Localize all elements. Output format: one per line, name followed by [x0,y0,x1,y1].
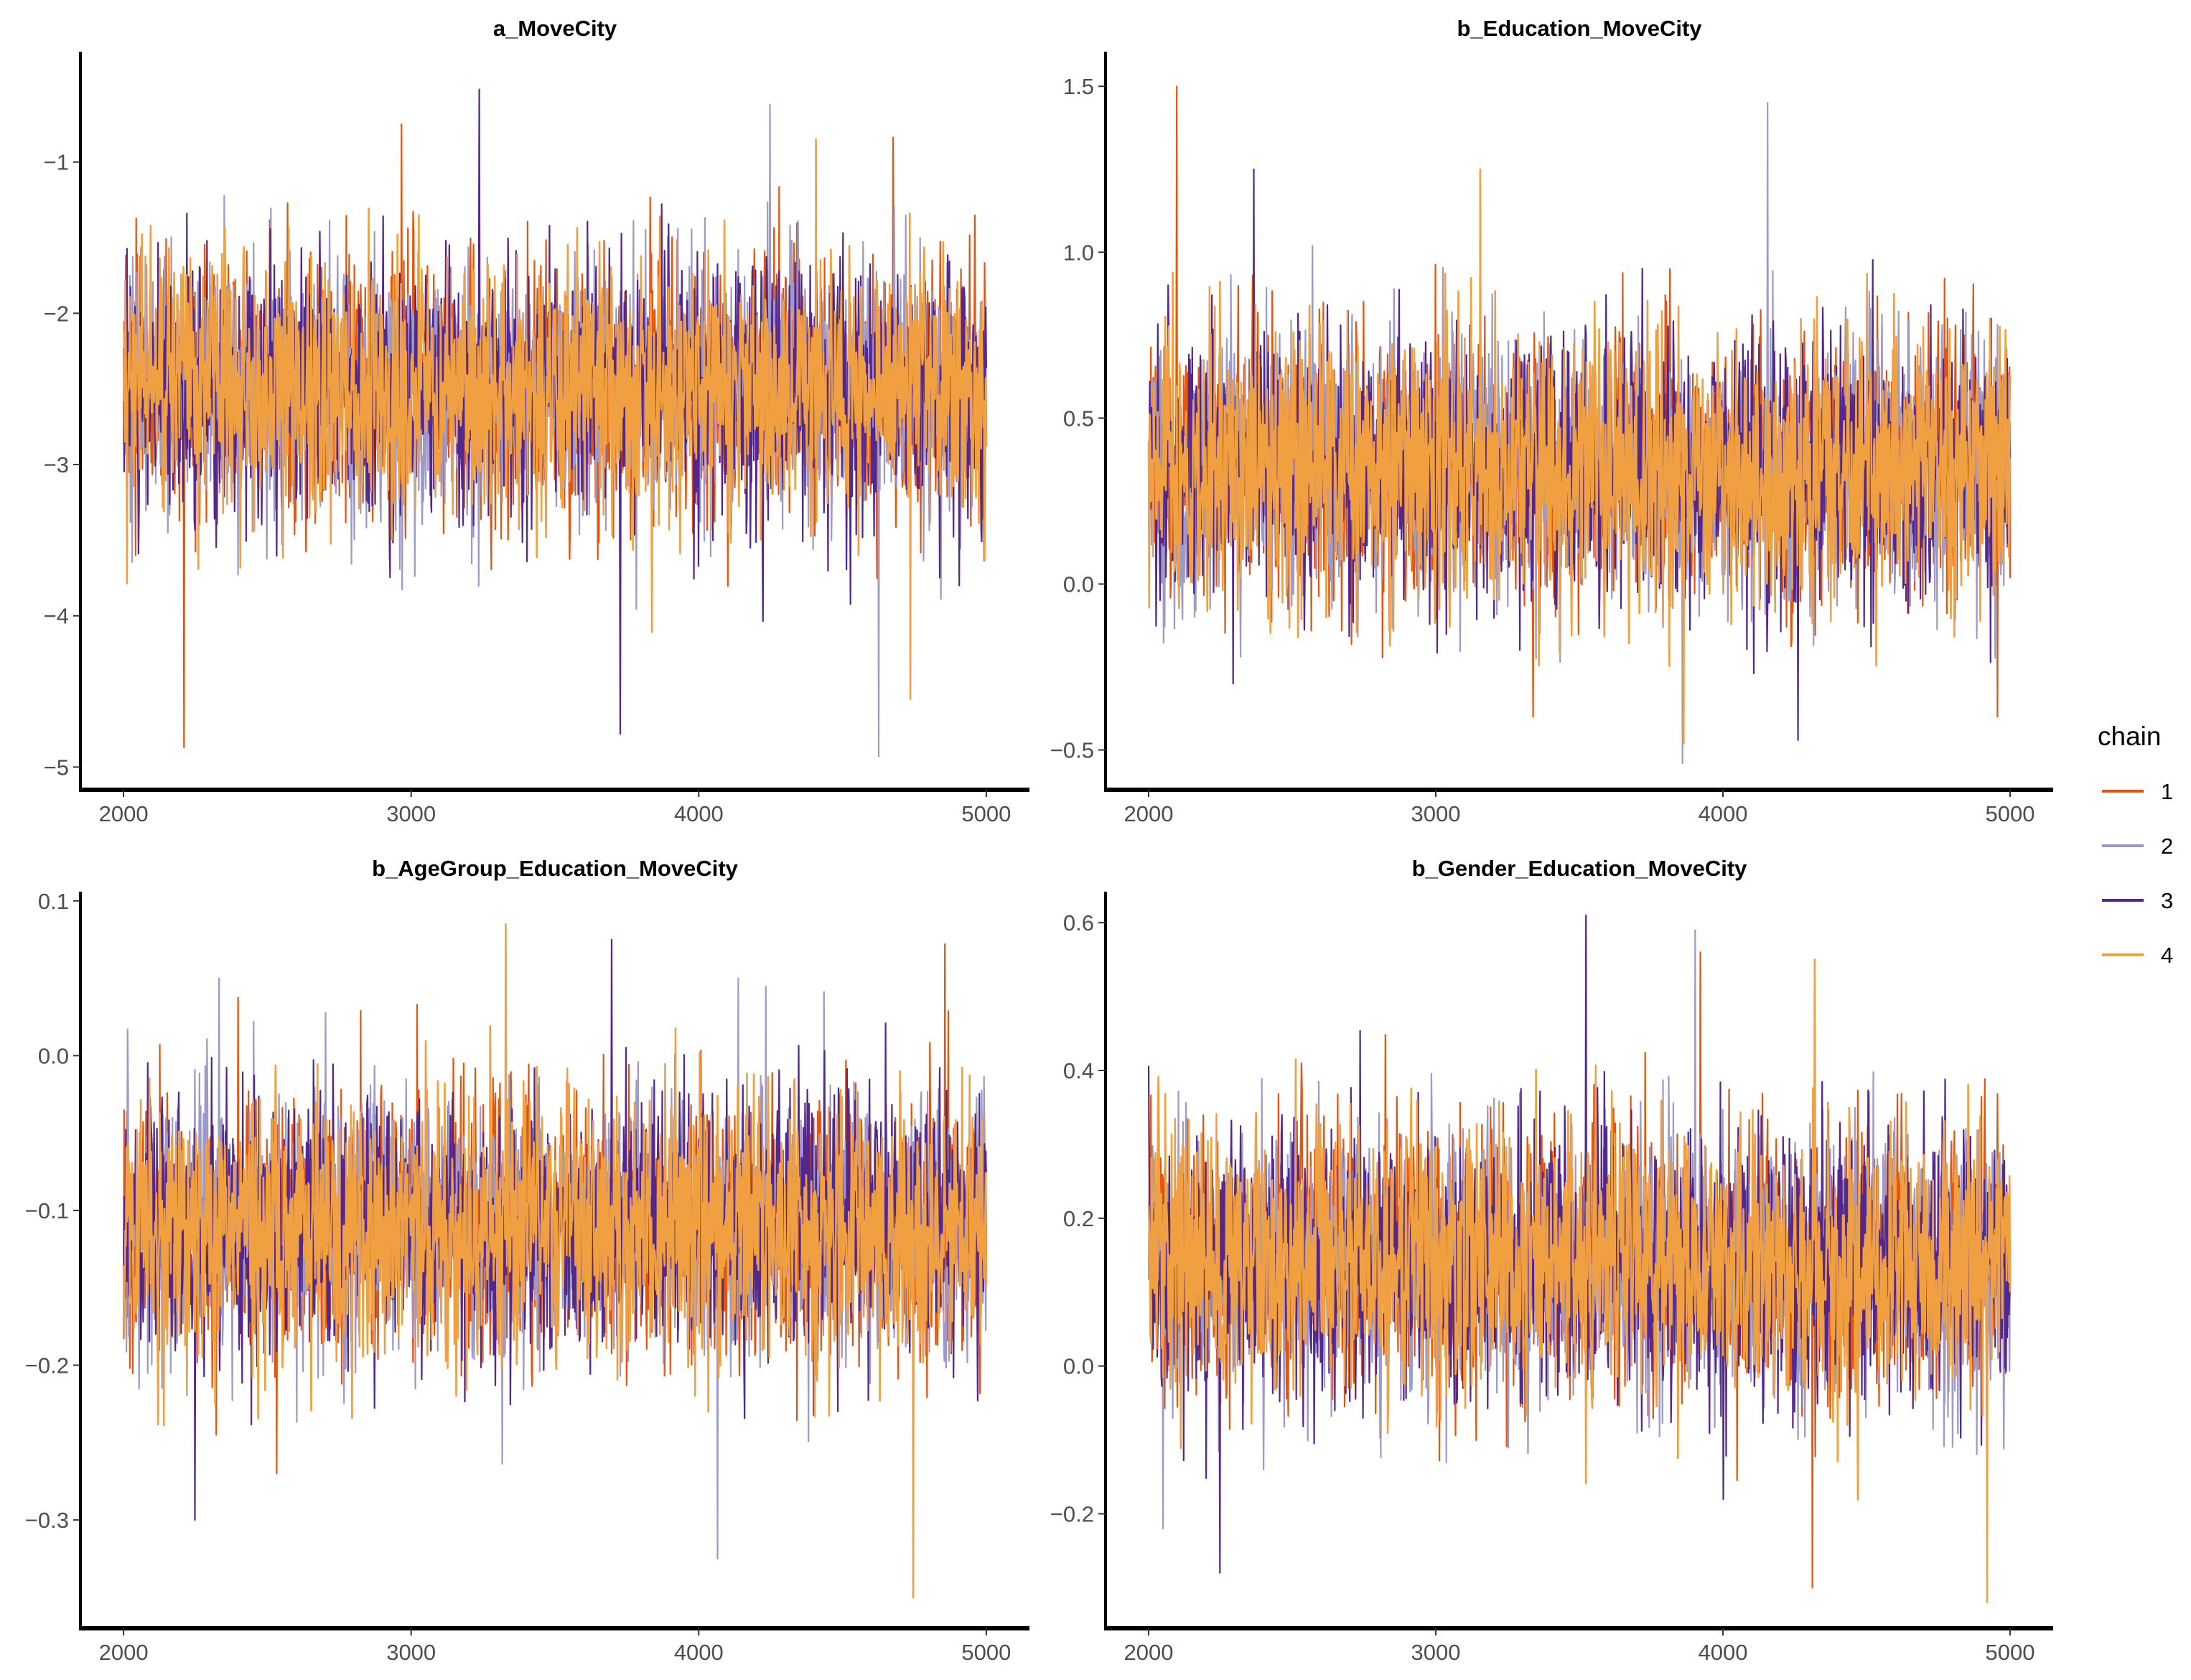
y-tick-label: −0.1 [25,1198,69,1223]
trace-chain-4 [122,138,988,700]
x-tick-label: 2000 [1124,1640,1174,1665]
legend-title: chain [2098,722,2161,751]
y-tick-label: −0.3 [25,1508,69,1533]
x-tick-label: 2000 [99,1640,149,1665]
x-tick-label: 5000 [961,1640,1011,1665]
legend-label: 4 [2161,943,2173,968]
x-tick-label: 2000 [99,801,149,826]
x-tick-label: 3000 [386,801,436,826]
panel-title: b_Education_MoveCity [1457,16,1702,41]
x-tick-label: 3000 [1411,1640,1461,1665]
y-tick-label: −0.5 [1050,738,1094,763]
y-tick-label: 0.0 [38,1043,69,1068]
y-tick-label: −3 [44,452,69,477]
y-tick-label: 1.0 [1063,240,1094,265]
panel-title: b_Gender_Education_MoveCity [1412,856,1748,881]
panel-3: b_AgeGroup_Education_MoveCity −0.3 −0.2 −0.… [25,856,1029,1665]
y-tick-label: 0.4 [1063,1058,1094,1083]
trace-chain-4 [1147,958,2012,1604]
legend-item-chain-1: 1 [2102,779,2173,804]
y-tick-label: −5 [44,755,69,780]
x-tick-label: 2000 [1124,801,1174,826]
trace-chain-4 [1147,168,2012,745]
y-tick-label: 0.0 [1063,1354,1094,1379]
x-tick-label: 5000 [961,801,1011,826]
x-tick-label: 4000 [1699,1640,1748,1665]
y-tick-label: 0.6 [1063,910,1094,935]
x-tick-label: 5000 [1986,1640,2035,1665]
panel-2: b_Education_MoveCity −0.5 0.0 0.5 1.0 1.5 2000… [1050,16,2053,826]
chain-legend: chain 1 2 3 4 [2098,722,2173,968]
panel-1: a_MoveCity −5 −4 −3 −2 −1 2000 3000 4000 5000 [44,16,1029,826]
legend-label: 3 [2161,888,2173,913]
y-tick-label: −4 [44,604,69,629]
y-tick-label: 0.2 [1063,1206,1094,1231]
legend-item-chain-2: 2 [2102,834,2173,859]
x-tick-label: 3000 [1411,801,1461,826]
legend-item-chain-3: 3 [2102,888,2173,913]
trace-chain-4 [122,923,988,1599]
legend-item-chain-4: 4 [2102,943,2173,968]
y-tick-label: −2 [44,301,69,326]
y-tick-label: 0.0 [1063,571,1094,597]
x-tick-label: 4000 [674,801,724,826]
panel-title: a_MoveCity [493,16,617,41]
legend-label: 1 [2161,779,2173,804]
x-tick-label: 3000 [386,1640,436,1665]
x-tick-label: 4000 [1699,801,1748,826]
x-tick-label: 4000 [674,1640,724,1665]
y-tick-label: 1.5 [1063,74,1094,99]
panel-4: b_Gender_Education_MoveCity −0.2 0.0 0.2 0.4… [1050,856,2053,1665]
y-tick-label: 0.5 [1063,406,1094,431]
legend-label: 2 [2161,834,2173,859]
y-tick-label: −0.2 [25,1353,69,1378]
panel-title: b_AgeGroup_Education_MoveCity [372,856,739,881]
y-tick-label: 0.1 [38,889,69,914]
y-tick-label: −0.2 [1050,1501,1094,1526]
y-tick-label: −1 [44,150,69,175]
x-tick-label: 5000 [1986,801,2035,826]
